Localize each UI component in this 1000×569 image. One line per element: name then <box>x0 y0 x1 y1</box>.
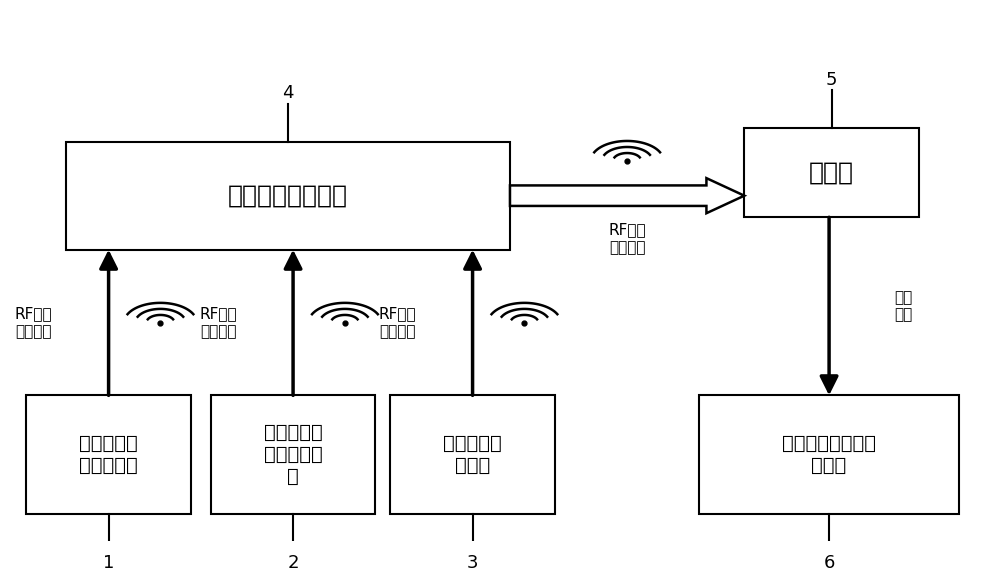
Polygon shape <box>510 178 744 213</box>
Text: 吸附式无线
温度传感器: 吸附式无线 温度传感器 <box>79 434 138 475</box>
Text: RF射频
无线通信: RF射频 无线通信 <box>15 306 53 339</box>
Bar <box>699 395 959 514</box>
Text: 热电偶式无
线温度传感
器: 热电偶式无 线温度传感 器 <box>264 423 322 486</box>
Bar <box>66 142 510 250</box>
Text: 磁阀式可控电抗器
控制器: 磁阀式可控电抗器 控制器 <box>782 434 876 475</box>
Bar <box>26 395 191 514</box>
Text: 无线温湿度
传感器: 无线温湿度 传感器 <box>443 434 502 475</box>
Text: 5: 5 <box>826 71 837 89</box>
Bar <box>744 128 919 217</box>
Text: 无线数据接收终端: 无线数据接收终端 <box>228 184 348 208</box>
Text: RF射频
无线通信: RF射频 无线通信 <box>379 306 417 339</box>
Text: 1: 1 <box>103 554 114 569</box>
Text: 工控机: 工控机 <box>809 161 854 185</box>
Bar <box>211 395 375 514</box>
Text: RF射频
无线通信: RF射频 无线通信 <box>199 306 237 339</box>
Text: 4: 4 <box>282 84 294 102</box>
Text: 3: 3 <box>467 554 478 569</box>
Bar <box>390 395 555 514</box>
Text: 2: 2 <box>287 554 299 569</box>
Text: RF射频
无线通信: RF射频 无线通信 <box>608 222 646 255</box>
Text: 现场
总线: 现场 总线 <box>895 290 913 323</box>
Text: 6: 6 <box>823 554 835 569</box>
